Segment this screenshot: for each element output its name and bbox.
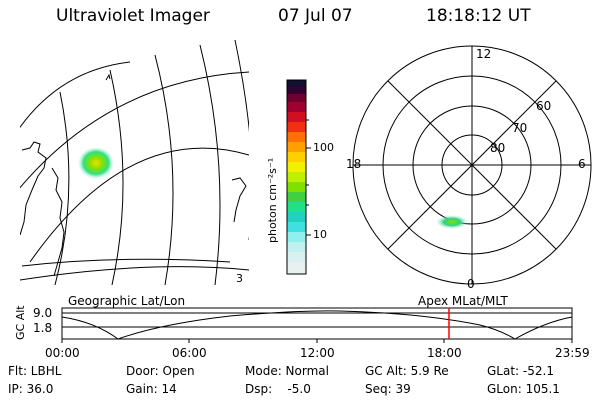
- status-filter: Flt: LBHL: [8, 364, 62, 378]
- map-caption: Geographic Lat/Lon: [68, 294, 186, 308]
- status-dsp: Dsp: -5.0: [245, 382, 311, 396]
- observation-date: 07 Jul 07: [278, 6, 353, 26]
- status-gain: Gain: 14: [126, 382, 177, 396]
- time-tick-1200: 12:00: [300, 346, 335, 360]
- status-door: Door: Open: [126, 364, 195, 378]
- colorbar-tick-10: 10: [313, 228, 327, 241]
- geographic-map: [20, 40, 249, 285]
- altitude-strip: [61, 307, 573, 343]
- polar-mlt-6: 6: [578, 157, 586, 171]
- status-seq: Seq: 39: [365, 382, 411, 396]
- polar-lat-70: 70: [512, 121, 528, 135]
- time-tick-0600: 06:00: [172, 346, 207, 360]
- time-tick-1800: 18:00: [427, 346, 462, 360]
- map-corner-label: 3: [236, 272, 243, 285]
- status-glon: GLon: 105.1: [487, 382, 560, 396]
- instrument-title: Ultraviolet Imager: [56, 6, 210, 26]
- polar-mlt-0: 0: [467, 277, 475, 291]
- polar-lat-60: 60: [536, 99, 552, 113]
- time-tick-2359: 23:59: [555, 346, 590, 360]
- polar-caption: Apex MLat/MLT: [418, 294, 508, 308]
- time-tick-0000: 00:00: [45, 346, 80, 360]
- status-ip: IP: 36.0: [8, 382, 54, 396]
- polar-lat-80: 80: [490, 141, 506, 155]
- polar-mlt-18: 18: [346, 157, 362, 171]
- colorbar-unit-label: photon cm⁻²s⁻¹: [266, 157, 279, 243]
- status-mode: Mode: Normal: [245, 364, 329, 378]
- polar-plot: [352, 45, 592, 285]
- polar-mlt-12: 12: [476, 47, 492, 61]
- colorbar-tick-100: 100: [313, 141, 334, 154]
- alt-axis-label: GC Alt: [14, 305, 27, 340]
- status-glat: GLat: -52.1: [487, 364, 554, 378]
- alt-tick-top: 9.0: [33, 306, 53, 320]
- alt-tick-bottom: 1.8: [33, 321, 53, 335]
- observation-time: 18:18:12 UT: [426, 6, 531, 26]
- status-gc-alt: GC Alt: 5.9 Re: [365, 364, 449, 378]
- colorbar: [286, 79, 311, 275]
